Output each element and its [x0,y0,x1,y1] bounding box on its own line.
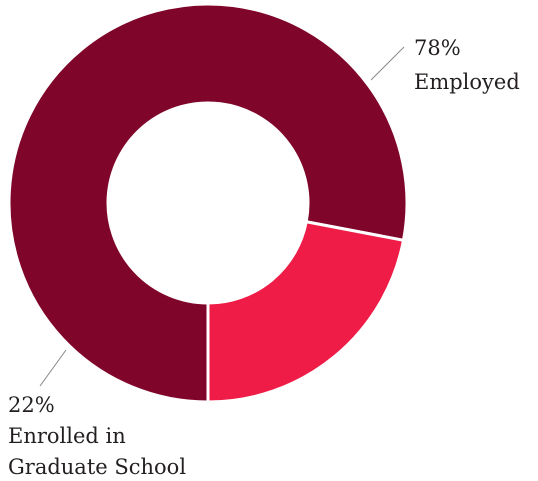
slice-graduate-school [206,219,406,404]
slice-percent-employed: 78% [414,36,461,60]
slice-percent-graduate-school: 22% [8,393,55,417]
slice-label-employed: Employed [414,70,520,94]
slice-employed [7,2,409,404]
slice-label-graduate-school-line2: Graduate School [8,455,186,479]
leader-line-employed [370,46,405,81]
slice-label-graduate-school-line1: Enrolled in [8,424,126,448]
leader-line-graduate-school [39,349,67,387]
donut-slices [7,2,409,404]
